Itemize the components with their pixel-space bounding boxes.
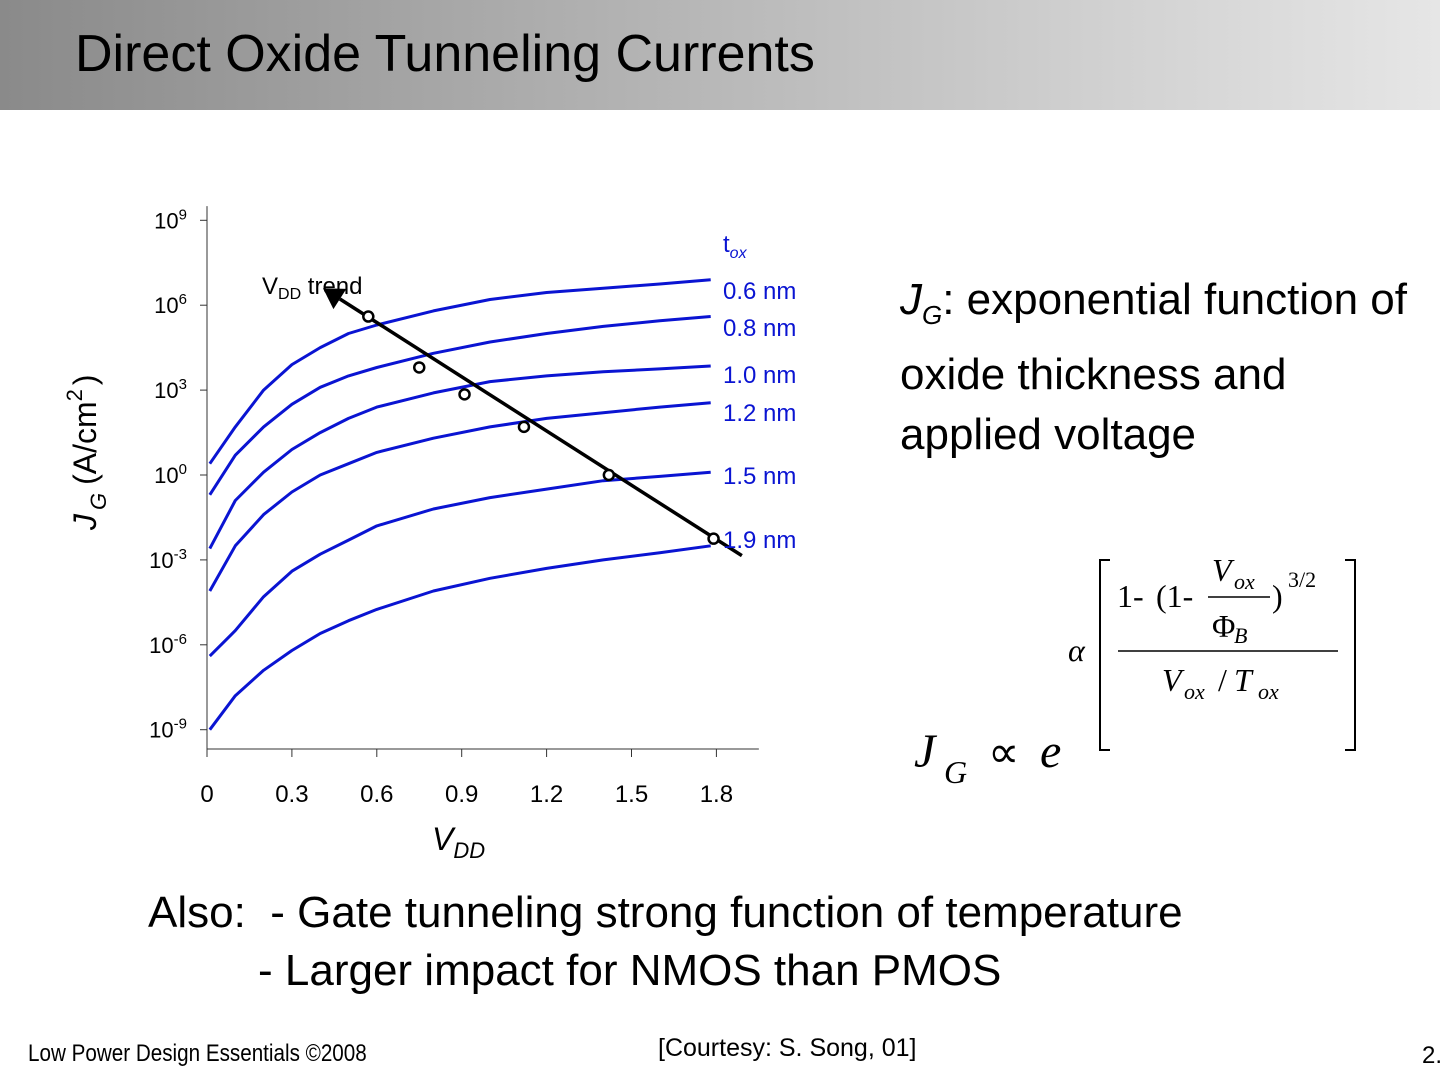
formula-inner-open: (1- <box>1156 578 1193 614</box>
formula-denominator-slash: / <box>1218 662 1227 698</box>
trend-marker <box>602 468 616 482</box>
series-line <box>208 470 711 658</box>
chart-ticks: 109 106 103 100 10-3 10-6 10-9 0 0.3 0.6 0.9 1.2 1.5… <box>149 206 733 808</box>
tunneling-formula: J G ∝ e α 1- (1- V ox Φ B ) 3/2 V ox / T… <box>914 552 1356 790</box>
trend-marker <box>362 310 375 323</box>
y-tick-label: 10-3 <box>149 546 187 573</box>
series-label: 1.9 nm <box>723 527 796 554</box>
formula-vox-sub: ox <box>1234 569 1255 594</box>
footer-copyright: Low Power Design Essentials ©2008 <box>28 1040 367 1067</box>
trend-marker <box>413 361 426 374</box>
slide-title: Direct Oxide Tunneling Currents <box>75 25 815 83</box>
y-tick-label: 109 <box>154 206 187 233</box>
trend-marker <box>517 420 531 434</box>
legend-title: tox <box>723 231 748 262</box>
x-axis-label: VDD <box>432 821 485 863</box>
notes: Also: - Gate tunneling strong function o… <box>148 884 1183 1000</box>
formula-denominator-v: V <box>1162 662 1185 698</box>
trend-label: VDD trend <box>262 273 363 303</box>
formula-base: e <box>1040 725 1061 778</box>
y-axis-label: JG(A/cm2) <box>62 374 111 531</box>
left-bracket <box>1099 559 1110 751</box>
series-line <box>208 364 711 550</box>
x-tick-label: 1.5 <box>615 781 648 808</box>
series-label: 1.5 nm <box>723 463 796 490</box>
series-line <box>208 544 711 731</box>
y-tick-label: 10-6 <box>149 631 187 658</box>
x-tick-label: 0 <box>200 781 213 808</box>
formula-prop: ∝ <box>988 728 1019 777</box>
x-tick-label: 1.8 <box>700 781 733 808</box>
side-description: JG: exponential function of oxide thickn… <box>900 270 1420 465</box>
x-tick-label: 0.3 <box>275 781 308 808</box>
side-symbol: J <box>900 275 922 324</box>
series-label: 1.2 nm <box>723 400 796 427</box>
trend-overlay <box>323 288 743 558</box>
chart-labels: 0.6 nm 0.8 nm 1.0 nm 1.2 nm 1.5 nm 1.9 nm tox V… <box>62 231 796 863</box>
series-label: 1.0 nm <box>723 362 796 389</box>
courtesy-note: [Courtesy: S. Song, 01] <box>658 1034 917 1062</box>
formula-lhs-sub: G <box>944 754 967 790</box>
page-number: 2. <box>1422 1042 1440 1069</box>
trend-marker <box>707 532 720 545</box>
trend-arrowhead <box>323 288 347 310</box>
formula-denominator-t-sub: ox <box>1258 679 1279 704</box>
series-line <box>208 315 711 496</box>
formula-power: 3/2 <box>1288 567 1316 592</box>
series-line <box>208 278 711 465</box>
formula-vox: V <box>1212 552 1235 588</box>
formula-phi-sub: B <box>1234 623 1247 648</box>
trend-line <box>338 297 743 558</box>
notes-line-1: Also: - Gate tunneling strong function o… <box>148 888 1183 937</box>
x-tick-label: 1.2 <box>530 781 563 808</box>
series-line <box>208 401 711 592</box>
x-tick-label: 0.9 <box>445 781 478 808</box>
y-tick-label: 10-9 <box>149 716 187 743</box>
formula-close: ) <box>1272 578 1283 614</box>
formula-denominator-t: T <box>1234 662 1254 698</box>
y-tick-label: 100 <box>154 461 187 488</box>
right-bracket <box>1345 559 1356 751</box>
formula-denominator-v-sub: ox <box>1184 679 1205 704</box>
formula-phi: Φ <box>1212 608 1235 644</box>
y-tick-label: 103 <box>154 376 187 403</box>
formula-one-minus: 1- <box>1117 578 1144 614</box>
series-label: 0.6 nm <box>723 278 796 305</box>
notes-line-2: - Larger impact for NMOS than PMOS <box>148 946 1002 995</box>
series-label: 0.8 nm <box>723 315 796 342</box>
trend-marker <box>458 388 471 401</box>
y-tick-label: 106 <box>154 291 187 318</box>
formula-lhs: J <box>914 725 938 778</box>
chart-axes <box>206 206 759 750</box>
x-tick-label: 0.6 <box>360 781 393 808</box>
title-bar: Direct Oxide Tunneling Currents <box>0 0 1440 110</box>
chart-series <box>208 278 711 731</box>
formula-alpha: α <box>1068 632 1086 668</box>
side-symbol-sub: G <box>922 299 943 330</box>
side-text-body: : exponential function of oxide thicknes… <box>900 275 1408 459</box>
